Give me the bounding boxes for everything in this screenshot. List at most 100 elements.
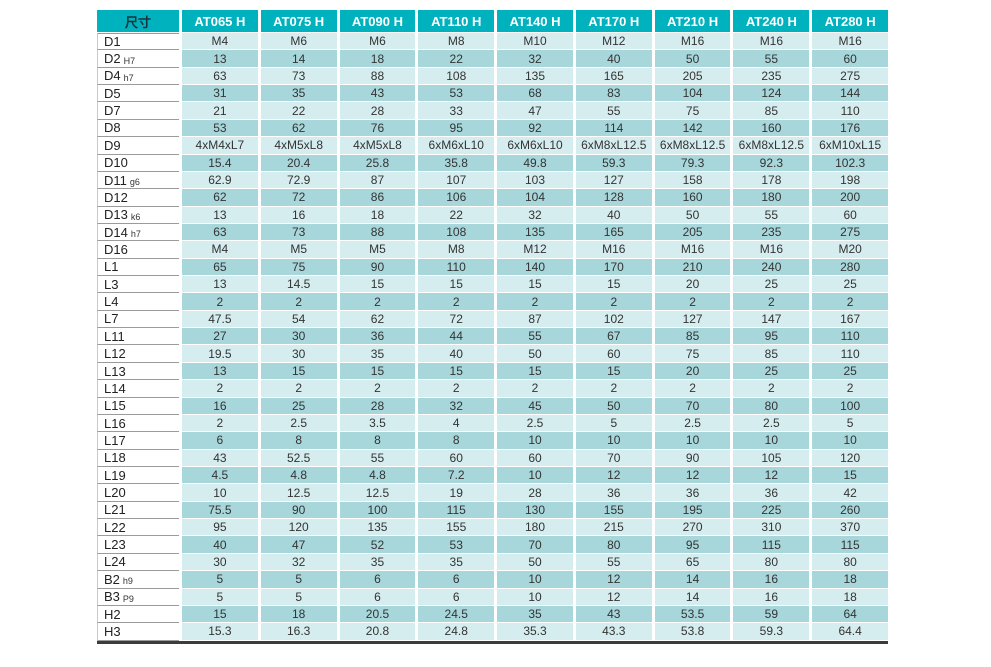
value-cell: 47	[260, 536, 337, 554]
value-cell: 165	[575, 223, 652, 242]
value-cell: 36	[733, 484, 810, 502]
table-row: L12 19.5 30 35 40 50 60 75 85 110	[97, 345, 889, 363]
value-cell: 102	[575, 310, 652, 329]
value-cell: 95	[182, 519, 258, 537]
value-cell: 108	[418, 223, 495, 242]
row-label: H3	[97, 623, 179, 641]
value-cell: 160	[654, 189, 731, 207]
value-cell: 53.5	[654, 605, 731, 624]
row-label-text: L7	[104, 311, 119, 327]
value-cell: 6xM6xL10	[497, 137, 573, 155]
row-label-text: D8	[104, 120, 121, 136]
value-cell: 178	[733, 171, 810, 190]
value-cell: 10	[497, 588, 573, 606]
table-row: D16 M4 M5 M5 M8 M12 M16 M16 M16 M20	[97, 241, 889, 259]
value-cell: 12.5	[260, 484, 337, 502]
value-cell: 176	[812, 119, 889, 138]
value-cell: 135	[497, 67, 573, 86]
value-cell: 15	[260, 362, 337, 381]
value-cell: M6	[339, 33, 416, 51]
value-cell: 13	[182, 276, 258, 294]
value-cell: 12.5	[339, 484, 416, 502]
value-cell: 55	[733, 50, 810, 68]
row-label: L22	[97, 519, 179, 537]
table-bottom-rule	[97, 640, 888, 644]
table-row: H2 15 18 20.5 24.5 35 43 53.5 59 64	[97, 605, 889, 624]
value-cell: 62	[182, 189, 258, 207]
value-cell: 36	[575, 484, 652, 502]
value-cell: 85	[733, 102, 810, 120]
row-label-text: D7	[104, 103, 121, 119]
value-cell: 8	[418, 432, 495, 450]
value-cell: 6	[418, 588, 495, 606]
value-cell: 25	[733, 362, 810, 381]
row-label: D16	[97, 241, 179, 259]
value-cell: 198	[812, 171, 889, 190]
value-cell: 135	[497, 223, 573, 242]
value-cell: 5	[260, 588, 337, 606]
row-label: L3	[97, 276, 179, 294]
value-cell: 35.3	[497, 623, 573, 641]
value-cell: 2	[654, 293, 731, 311]
dimension-header-cell: 尺寸	[97, 10, 179, 32]
value-cell: 25	[260, 397, 337, 415]
value-cell: 135	[339, 519, 416, 537]
value-cell: 30	[182, 553, 258, 572]
value-cell: 35	[418, 553, 495, 572]
spec-table: 尺寸 AT065 H AT075 H AT090 H AT110 H AT140…	[97, 10, 889, 644]
value-cell: 4.5	[182, 466, 258, 485]
value-cell: 35	[339, 553, 416, 572]
value-cell: 86	[339, 189, 416, 207]
value-cell: 50	[497, 553, 573, 572]
value-cell: 53	[418, 85, 495, 103]
value-cell: 12	[575, 571, 652, 589]
value-cell: 6xM8xL12.5	[733, 137, 810, 155]
row-label: L20	[97, 484, 179, 502]
table-row: D4 h7 63 73 88 108 135 165 205 235 275	[97, 67, 889, 86]
table-row: L15 16 25 28 32 45 50 70 80 100	[97, 397, 889, 415]
row-label: L23	[97, 536, 179, 554]
value-cell: 18	[812, 588, 889, 606]
value-cell: 42	[812, 484, 889, 502]
row-label-text: D9	[104, 137, 121, 153]
value-cell: 30	[260, 328, 337, 346]
value-cell: 90	[260, 501, 337, 520]
value-cell: 15	[339, 276, 416, 294]
value-cell: 40	[182, 536, 258, 554]
value-cell: 95	[733, 328, 810, 346]
value-cell: 16	[260, 206, 337, 224]
value-cell: 73	[260, 67, 337, 86]
value-cell: 28	[339, 397, 416, 415]
value-cell: 76	[339, 119, 416, 138]
value-cell: 55	[575, 553, 652, 572]
value-cell: 120	[260, 519, 337, 537]
value-cell: 50	[575, 397, 652, 415]
value-cell: 12	[575, 588, 652, 606]
value-cell: 62	[339, 310, 416, 329]
value-cell: 2	[812, 380, 889, 398]
value-cell: 110	[418, 258, 495, 277]
value-cell: 53.8	[654, 623, 731, 641]
value-cell: 14	[654, 571, 731, 589]
value-cell: 64.4	[812, 623, 889, 641]
value-cell: 16	[733, 571, 810, 589]
value-cell: 72	[260, 189, 337, 207]
row-label-text: L21	[104, 502, 126, 518]
row-label: L1	[97, 258, 179, 277]
value-cell: 65	[654, 553, 731, 572]
value-cell: 31	[182, 85, 258, 103]
value-cell: 104	[497, 189, 573, 207]
table-row: D7 21 22 28 33 47 55 75 85 110	[97, 102, 889, 120]
value-cell: M10	[497, 33, 573, 51]
table-row: H3 15.3 16.3 20.8 24.8 35.3 43.3 53.8 59.3 64.4	[97, 623, 889, 641]
value-cell: 47	[497, 102, 573, 120]
value-cell: 2	[339, 380, 416, 398]
value-cell: 35.8	[418, 154, 495, 172]
value-cell: M5	[339, 241, 416, 259]
value-cell: 6xM6xL10	[418, 137, 495, 155]
column-header: AT140 H	[497, 10, 573, 32]
row-label-text: L12	[104, 346, 126, 362]
row-label-text: L20	[104, 485, 126, 501]
value-cell: 95	[418, 119, 495, 138]
value-cell: 32	[497, 206, 573, 224]
